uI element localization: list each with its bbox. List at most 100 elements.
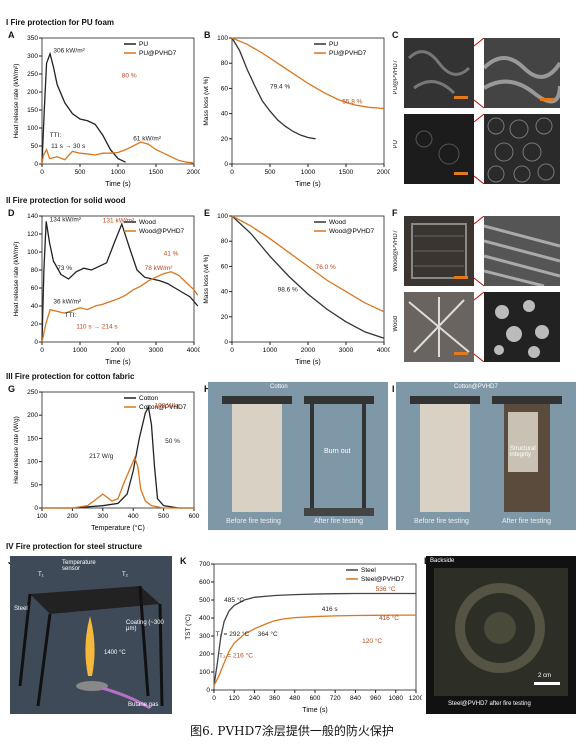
annotation-label: 306 kW/m² [53,47,85,54]
sem-image-wood-high [484,292,560,362]
x-tick-label: 500 [75,169,86,176]
section-header-pu-foam: I Fire protection for PU foam [6,18,115,27]
photo-l-steel-backside: Backside 2 cm Steel@PVHD7 after fire tes… [426,556,576,714]
photo-h-before-caption: Before fire testing [226,518,281,525]
annotation-label: 78 kW/m² [145,265,174,272]
legend-label: Wood@PVHD7 [329,228,375,235]
x-tick-label: 400 [128,513,139,520]
x-tick-label: 500 [158,513,169,520]
x-tick-label: 720 [330,695,341,702]
legend-label: PU@PVHD7 [139,50,177,57]
plot-frame [41,391,195,509]
sem-image-pu-low [404,114,474,184]
y-tick-label: 250 [27,389,38,396]
legend-label: Wood@PVHD7 [139,228,185,235]
y-tick-label: 100 [27,459,38,466]
chart-e-wood-mass: 0 1000 2000 3000 4000 0 20 40 60 80 100 Time (s) Mas… [203,213,390,366]
y-tick-label: 40 [221,289,229,296]
series-line-pu [41,51,126,165]
y-tick-label: 200 [27,89,38,96]
y-tick-label: 0 [224,339,228,346]
x-tick-label: 600 [189,513,200,520]
legend-label: Cotton [139,395,159,402]
panel-letter-c: C [392,30,399,40]
y-tick-label: 50 [31,143,39,150]
legend-label: Wood [329,219,346,226]
x-tick-label: 2000 [301,347,316,354]
series-line-wood-pvhd7 [41,271,199,343]
panel-letter-d: D [8,208,15,218]
panel-letter-g: G [8,384,16,394]
y-axis-label: TST (°C) [184,614,192,640]
x-axis-label: Time (s) [302,707,327,714]
x-axis-label: Time (s) [295,181,320,188]
panel-letter-b: B [204,30,211,40]
chart-k-steel-tst: 0 120 240 360 480 600 720 840 960 1080 1200 0 100 200… [184,561,422,714]
chart-d-wood-hrr: 0 1000 2000 3000 4000 0 20 40 60 80 100 120 140 Time … [13,213,200,366]
chart-g-cotton-hrr: 100 200 300 400 500 600 0 50 100 150 200 250 Tempera… [13,389,200,532]
y-tick-label: 100 [27,249,38,256]
annotation-label: 50 % [165,438,180,445]
y-tick-label: 250 [27,71,38,78]
y-tick-label: 20 [31,321,39,328]
photo-i-title: Cotton@PVHD7 [454,384,498,390]
sem-image-wood-pvhd7-low [404,216,474,286]
y-tick-label: 100 [199,669,210,676]
figure-caption: 图6. PVHD7涂层提供一般的防火保护 [190,724,394,738]
legend-label: Wood [139,219,156,226]
j-flame-temp-label: 1400 °C [104,650,126,656]
annotation-label: 485 °C [224,596,244,604]
y-tick-label: 80 [31,267,39,274]
j-butane-label: Butane gas [128,702,159,708]
series-line-pu-pvhd7 [41,141,195,165]
panel-f-label-pvhd7: Wood@PVHD7 [393,230,399,272]
panel-c-label-pu: PU [393,140,399,149]
section-header-cotton: III Fire protection for cotton fabric [6,372,135,381]
y-tick-label: 0 [34,161,38,168]
y-tick-label: 0 [34,505,38,512]
panel-c-label-pvhd7: PU@PVHD7 [393,60,399,95]
legend-label: PU@PVHD7 [329,50,367,57]
l-scale-label: 2 cm [538,673,552,679]
chart-a-pu-hrr: 0 500 1000 1500 2000 0 50 100 150 200 250 300 350 Tim… [13,35,200,188]
series-line-cotton-pvhd7 [42,456,194,509]
y-tick-label: 0 [34,339,38,346]
annotation-label: 416 °C [379,614,399,622]
y-tick-label: 100 [217,35,228,42]
y-axis-label: Mass loss (wt %) [203,254,210,303]
annotation-label: 73 % [57,265,72,272]
x-tick-label: 1000 [73,347,88,354]
panel-letter-h: H [204,384,211,394]
series-line-steel [213,592,416,686]
y-tick-label: 0 [224,161,228,168]
y-tick-label: 100 [217,213,228,220]
x-tick-label: 1000 [301,169,316,176]
y-tick-label: 120 [27,231,38,238]
y-tick-label: 0 [206,687,210,694]
annotation-label: 76.0 % [316,264,336,271]
x-tick-label: 4000 [187,347,200,354]
series-line-pu-pvhd7 [231,37,385,110]
annotation-label: 98.6 % [278,287,298,294]
x-tick-label: 1080 [389,695,404,702]
annotation-label: 11 s → 30 s [51,143,86,150]
x-tick-label: 480 [289,695,300,702]
x-tick-label: 300 [97,513,108,520]
sem-image-wood-low [404,292,474,362]
y-tick-label: 40 [221,111,229,118]
chart-b-pu-mass: 0 500 1000 1500 2000 0 20 40 60 80 100 Time (s) Mass… [203,35,390,188]
sem-image-pu-pvhd7-low [404,38,474,108]
burn-out-label: Burn out [324,448,351,455]
legend-label: Cotton@PVHD7 [139,404,187,411]
y-tick-label: 600 [199,579,210,586]
x-tick-label: 1500 [339,169,354,176]
x-tick-label: 0 [40,169,44,176]
j-temp-sensor-label: Temperature sensor [62,560,96,572]
j-steel-label: Steel [14,606,28,612]
x-tick-label: 0 [230,347,234,354]
series-line-wood [231,215,385,339]
panel-letter-a: A [8,30,15,40]
annotation-label: 41 % [164,251,179,258]
photo-h-title: Cotton [270,384,288,390]
annotation-label: 55.8 % [342,99,362,106]
